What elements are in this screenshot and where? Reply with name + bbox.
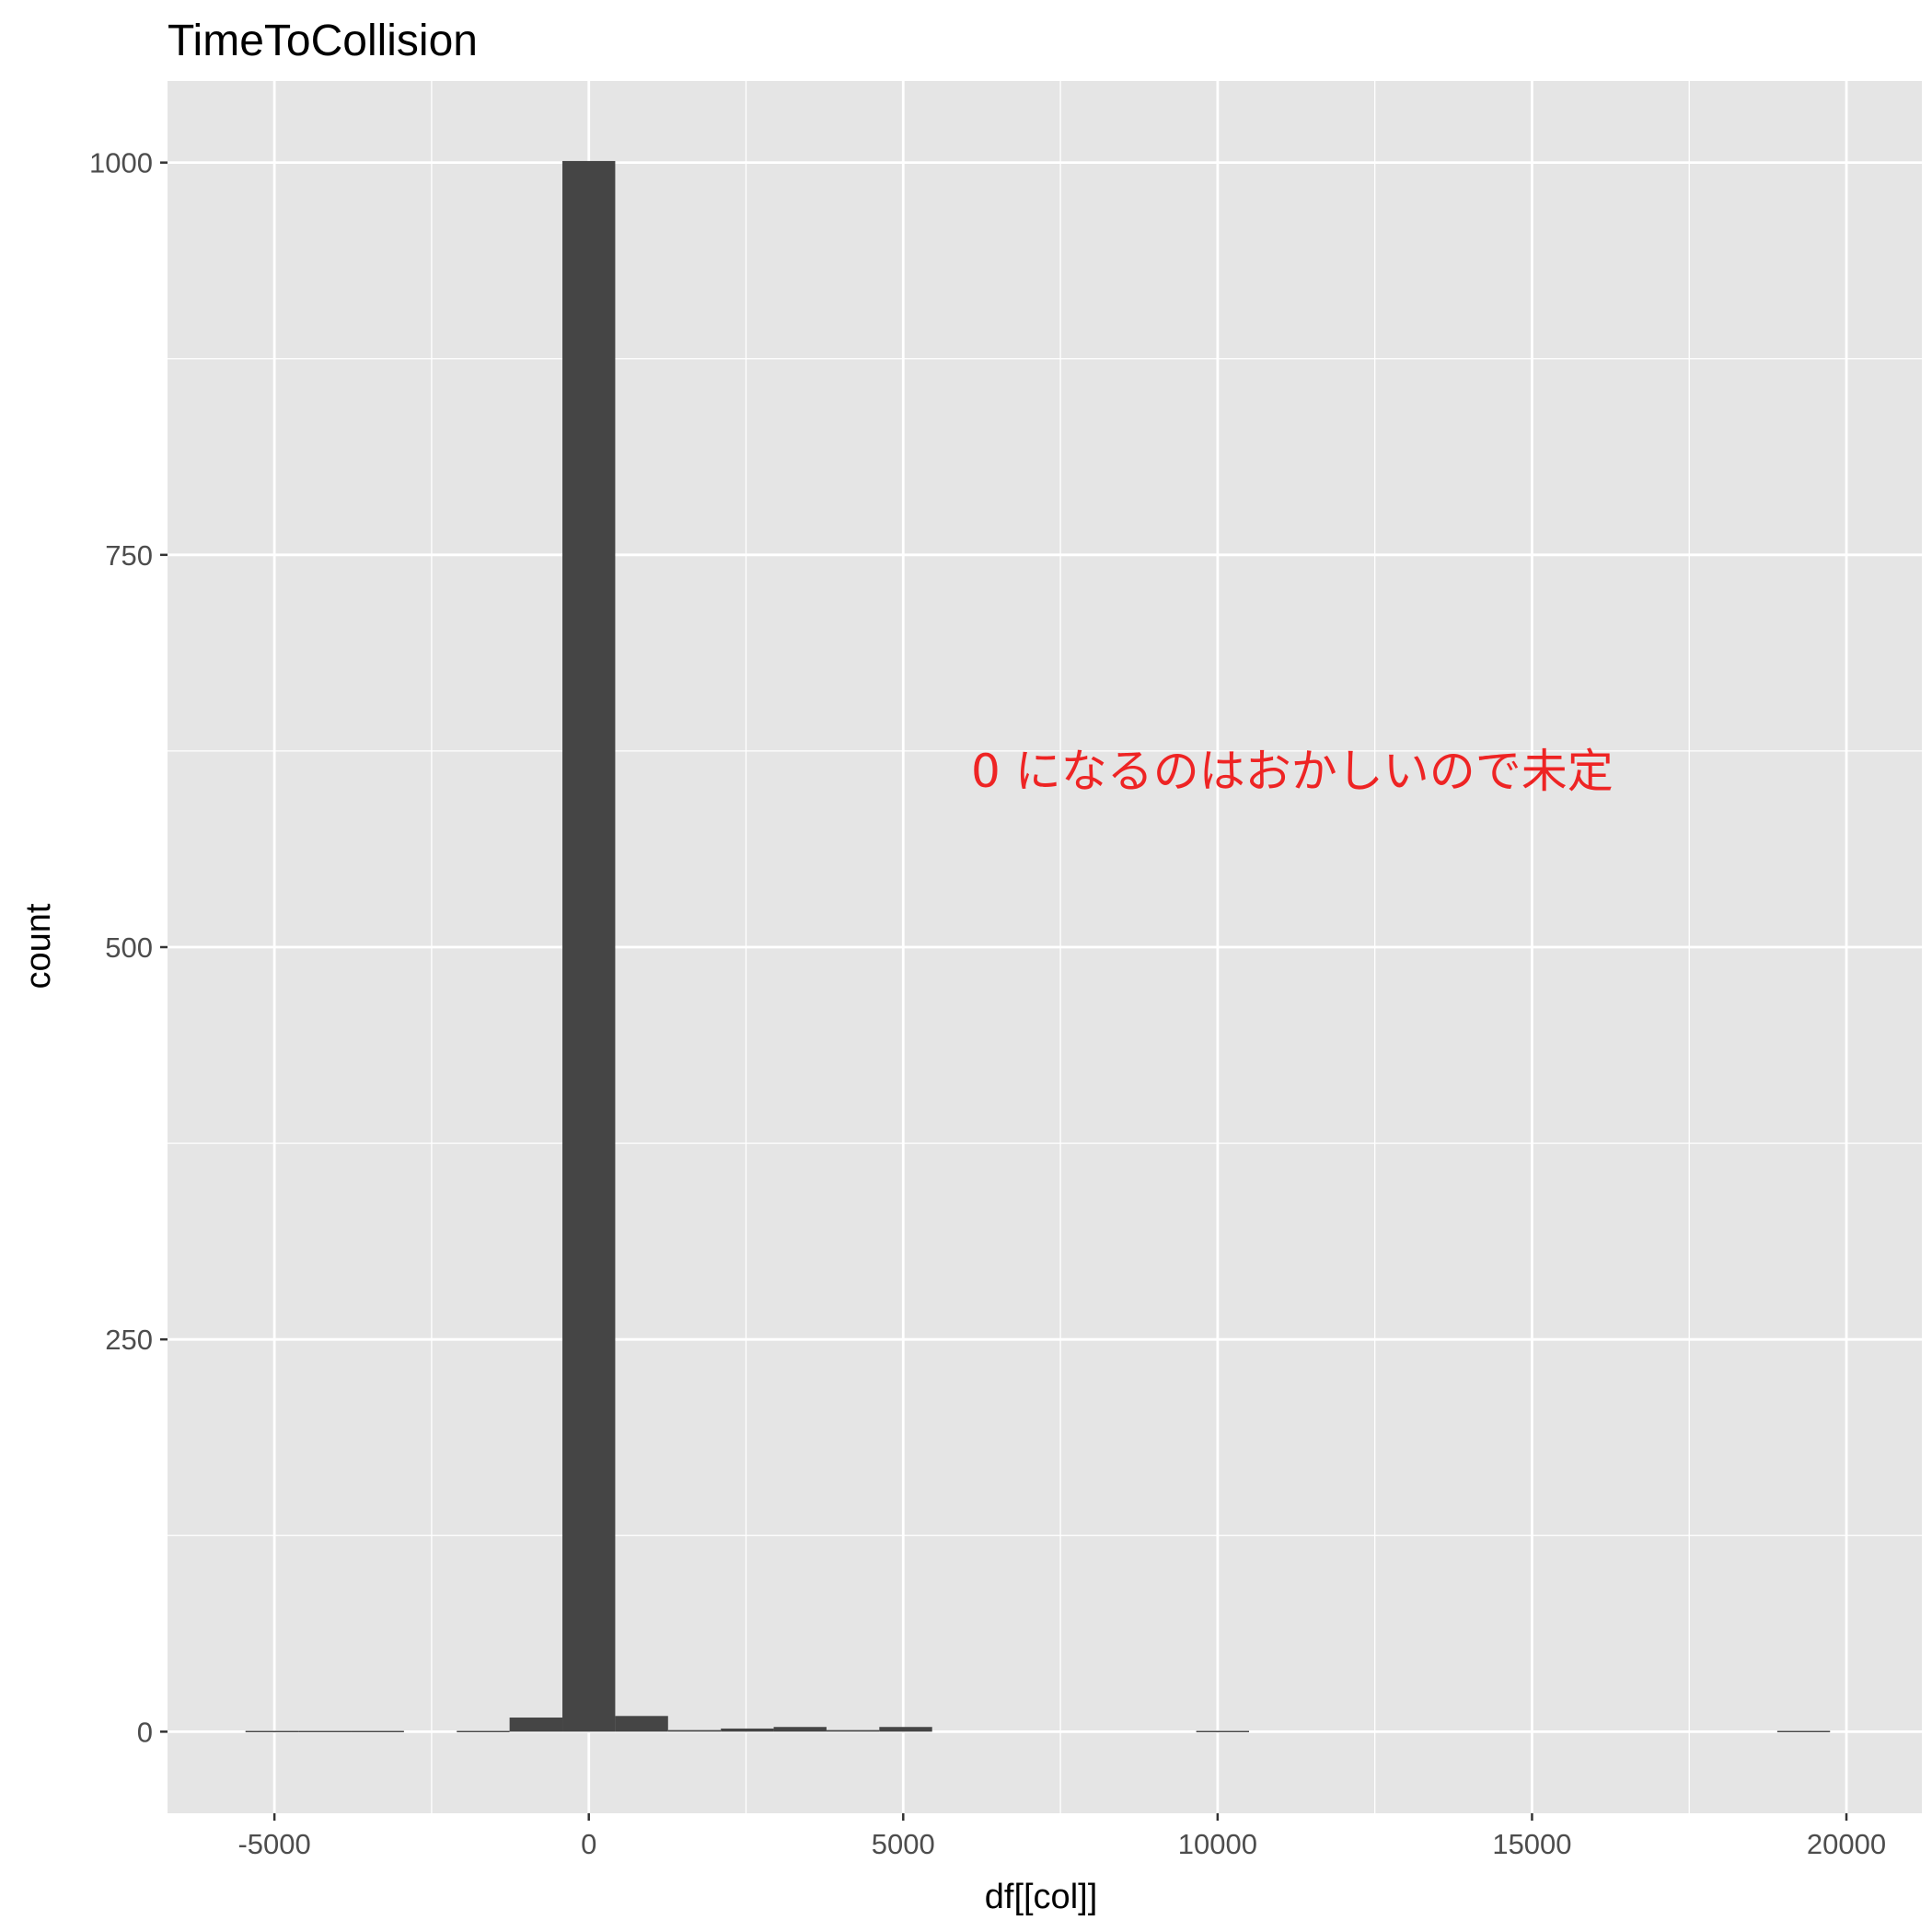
y-axis-title: count bbox=[19, 903, 58, 989]
y-axis-ticks: 0 250 500 750 1000 bbox=[89, 147, 168, 1748]
y-tick-label: 500 bbox=[105, 931, 153, 964]
histogram-bar bbox=[245, 1730, 299, 1733]
histogram-bar bbox=[667, 1730, 722, 1732]
x-tick-label: 20000 bbox=[1807, 1828, 1886, 1860]
histogram-bar bbox=[721, 1728, 774, 1732]
y-tick-label: 250 bbox=[105, 1324, 153, 1356]
histogram-bar bbox=[509, 1718, 563, 1732]
histogram-bar bbox=[615, 1716, 668, 1732]
chart-title: TimeToCollision bbox=[168, 17, 478, 65]
x-tick-label: 15000 bbox=[1492, 1828, 1571, 1860]
annotation-text: 0 になるのはおかしいので未定 bbox=[971, 745, 1614, 798]
x-tick-label: -5000 bbox=[237, 1828, 310, 1860]
x-axis-title: df[[col]] bbox=[985, 1878, 1098, 1916]
x-tick-label: 0 bbox=[581, 1828, 596, 1860]
x-axis-ticks: -5000 0 5000 10000 15000 20000 bbox=[237, 1813, 1886, 1860]
x-tick-label: 10000 bbox=[1178, 1828, 1257, 1860]
histogram-bar bbox=[826, 1730, 880, 1732]
histogram-bar bbox=[879, 1727, 932, 1732]
histogram-bar bbox=[298, 1730, 352, 1733]
histogram-bars bbox=[245, 160, 1831, 1733]
histogram-bar bbox=[773, 1727, 827, 1732]
histogram-bar bbox=[351, 1730, 404, 1733]
y-tick-label: 750 bbox=[105, 539, 153, 572]
histogram-bar bbox=[457, 1730, 510, 1733]
y-tick-label: 1000 bbox=[89, 147, 153, 179]
histogram-bar bbox=[1196, 1730, 1250, 1733]
x-tick-label: 5000 bbox=[872, 1828, 935, 1860]
histogram-bar bbox=[562, 160, 616, 1732]
histogram-bar bbox=[1776, 1730, 1831, 1733]
y-tick-label: 0 bbox=[137, 1716, 153, 1748]
